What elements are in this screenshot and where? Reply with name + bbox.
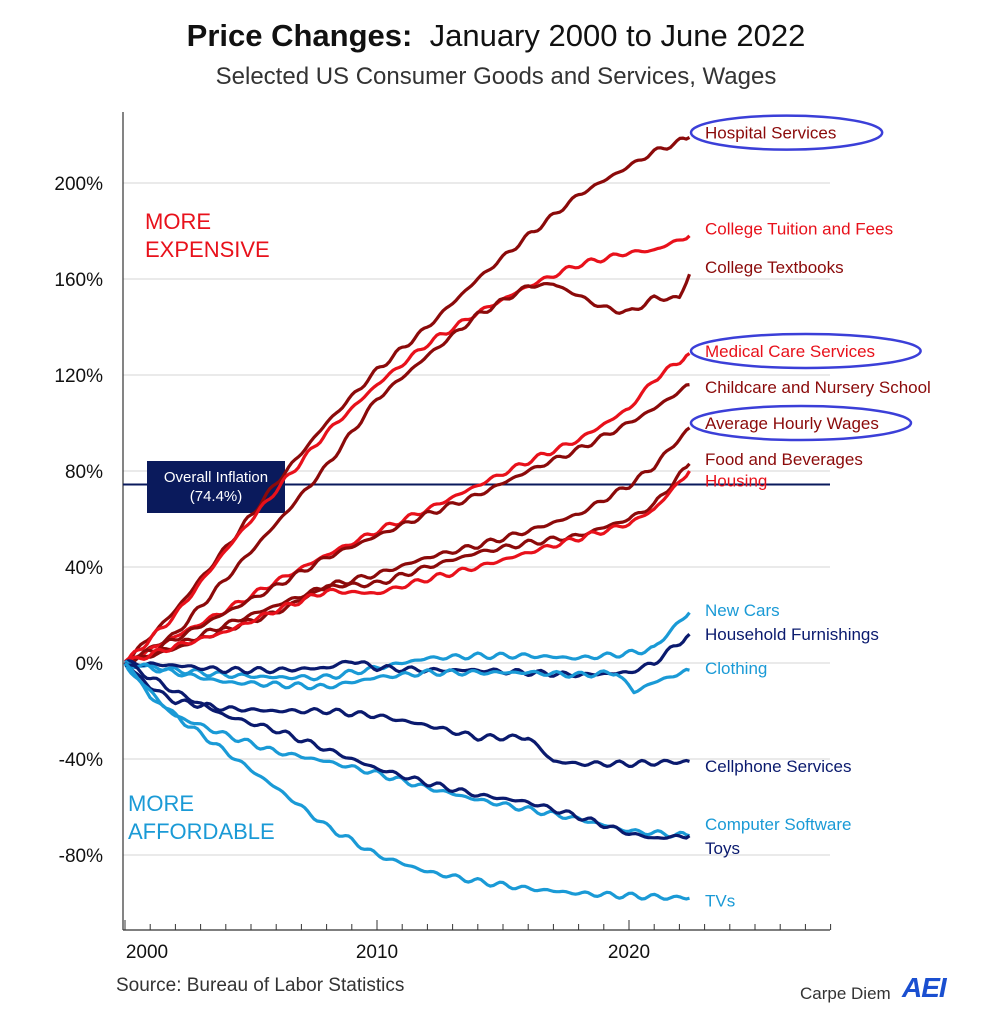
series-label: New Cars bbox=[705, 601, 780, 620]
series-label: Housing bbox=[705, 472, 767, 491]
series-label: College Tuition and Fees bbox=[705, 220, 893, 239]
series-label: Clothing bbox=[705, 659, 767, 678]
overall-inflation-label: Overall Inflation bbox=[164, 469, 268, 486]
brand-text: Carpe Diem bbox=[800, 984, 891, 1003]
series-label: Food and Beverages bbox=[705, 450, 863, 469]
title-bold: Price Changes: bbox=[186, 18, 413, 53]
series-label: Hospital Services bbox=[705, 124, 836, 143]
series-line bbox=[124, 135, 691, 666]
annotation-more-affordable: MORE bbox=[128, 791, 194, 816]
y-tick-label: 160% bbox=[54, 270, 103, 291]
series-label: Household Furnishings bbox=[705, 625, 879, 644]
y-tick-label: 80% bbox=[65, 462, 103, 483]
series-line bbox=[123, 662, 690, 901]
series-label: College Textbooks bbox=[705, 258, 844, 277]
series-label-circle bbox=[689, 114, 884, 151]
chart-title: Price Changes: January 2000 to June 2022 bbox=[0, 18, 992, 54]
series-line bbox=[124, 383, 690, 664]
series-label: TVs bbox=[705, 892, 735, 911]
series-line bbox=[124, 659, 690, 695]
chart-subtitle: Selected US Consumer Goods and Services,… bbox=[215, 63, 777, 90]
series-line bbox=[124, 273, 692, 665]
x-tick-label: 2000 bbox=[126, 942, 168, 963]
aei-logo: AEI bbox=[902, 972, 947, 1003]
annotation-more-affordable: AFFORDABLE bbox=[128, 819, 275, 844]
series-label: Cellphone Services bbox=[705, 757, 851, 776]
series-label-circle bbox=[689, 404, 913, 442]
title-rest: January 2000 to June 2022 bbox=[429, 18, 806, 53]
series-label: Medical Care Services bbox=[705, 342, 875, 361]
series-label: Childcare and Nursery School bbox=[705, 378, 931, 397]
series-line bbox=[123, 662, 690, 839]
annotation-more-expensive: EXPENSIVE bbox=[145, 237, 270, 262]
y-tick-label: 120% bbox=[54, 366, 103, 387]
y-tick-label: -40% bbox=[59, 750, 103, 771]
series-line bbox=[124, 663, 691, 840]
annotation-more-expensive: MORE bbox=[145, 209, 211, 234]
series-line bbox=[123, 234, 691, 666]
series-line bbox=[123, 470, 691, 666]
y-tick-label: 40% bbox=[65, 558, 103, 579]
y-tick-label: -80% bbox=[59, 846, 103, 867]
series-line bbox=[123, 352, 691, 663]
series-label: Toys bbox=[705, 839, 740, 858]
y-tick-label: 200% bbox=[54, 174, 103, 195]
series-label: Computer Software bbox=[705, 815, 851, 834]
series-label-circle bbox=[689, 332, 922, 370]
series-line bbox=[123, 661, 690, 769]
overall-inflation-value: (74.4%) bbox=[190, 488, 243, 505]
x-tick-label: 2010 bbox=[356, 942, 398, 963]
x-tick-label: 2020 bbox=[608, 942, 650, 963]
series-line bbox=[124, 462, 691, 667]
series-label: Average Hourly Wages bbox=[705, 414, 879, 433]
y-tick-label: 0% bbox=[76, 654, 104, 675]
source-note: Source: Bureau of Labor Statistics bbox=[116, 975, 405, 996]
